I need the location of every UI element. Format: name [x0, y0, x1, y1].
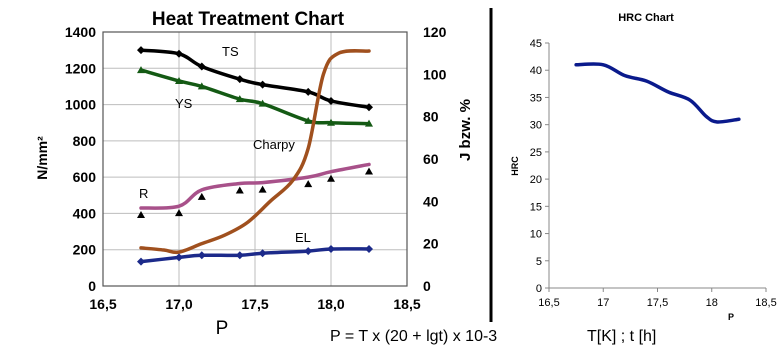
hrc-x-tick-label: 18,5 — [755, 297, 776, 309]
hrc-y-tick-label: 10 — [530, 229, 542, 241]
data-point-el — [365, 244, 373, 253]
y-tick-label: 200 — [73, 242, 97, 258]
data-point-ts — [304, 87, 313, 96]
data-point-ts — [197, 62, 206, 71]
series-label-r: R — [139, 186, 148, 201]
data-point-ts — [327, 96, 335, 105]
data-point-el — [327, 244, 335, 253]
data-point-ts — [137, 46, 145, 55]
data-point-r — [258, 185, 267, 193]
data-point-el — [235, 251, 244, 260]
y2-tick-label: 20 — [423, 236, 439, 252]
data-point-ys — [235, 95, 244, 103]
hrc-plot-area — [549, 43, 766, 288]
chart-title: Heat Treatment Chart — [152, 9, 345, 30]
y-tick-label: 1400 — [65, 24, 96, 40]
formula-units-text: T[K] ; t [h] — [587, 328, 657, 345]
y2-tick-label: 0 — [423, 278, 431, 294]
x-tick-label: 18,0 — [317, 296, 344, 312]
data-point-el — [258, 249, 267, 258]
x-tick-label: 16,5 — [89, 296, 116, 312]
plot-frame — [102, 31, 408, 287]
series-label-charpy: Charpy — [253, 137, 295, 152]
y-axis-label: N/mm² — [34, 136, 50, 180]
y2-tick-label: 60 — [423, 151, 439, 167]
data-point-r — [137, 210, 145, 218]
hrc-y-tick-label: 25 — [530, 147, 542, 159]
x-tick-label: 18,5 — [393, 296, 420, 312]
y-tick-label: 1000 — [65, 97, 96, 113]
series-line-hrc — [574, 62, 741, 124]
data-point-r — [327, 174, 335, 182]
x-tick-label: 17,0 — [165, 296, 192, 312]
formula-text: P = T x (20 + lgt) x 10-3 — [330, 328, 498, 345]
data-point-ys — [175, 76, 183, 84]
data-point-r — [365, 167, 373, 175]
hrc-x-tick-label: 17 — [597, 297, 609, 309]
hrc-y-axis-label: HRC — [510, 156, 520, 176]
data-point-ys — [327, 118, 335, 126]
hrc-chart: 0 5 10 15 20 25 30 35 40 45 16,5 17 17,5 18 18,5 HRC Ch… — [510, 12, 777, 322]
y2-tick-label: 80 — [423, 109, 439, 125]
hrc-y-tick-label: 20 — [530, 174, 542, 186]
y2-tick-label: 100 — [423, 66, 447, 82]
data-point-r — [175, 209, 183, 217]
data-point-ts — [365, 103, 373, 112]
data-point-ys — [365, 119, 373, 127]
data-point-ts — [235, 75, 244, 84]
hrc-y-tick-label: 30 — [530, 120, 542, 132]
series-line-charpy — [139, 49, 371, 255]
data-point-r — [304, 180, 313, 188]
series-label-ts: TS — [222, 44, 239, 59]
hrc-y-tick-label: 0 — [536, 283, 542, 295]
data-point-ys — [197, 82, 206, 90]
hrc-y-tick-label: 35 — [530, 92, 542, 104]
data-point-r — [235, 186, 244, 194]
data-point-ys — [258, 99, 267, 107]
series-line-r — [139, 162, 371, 210]
x-axis-label: P — [216, 318, 229, 339]
data-point-ys — [304, 116, 313, 124]
data-point-el — [175, 253, 183, 262]
data-point-el — [137, 257, 145, 266]
x-tick-label: 17,5 — [241, 296, 268, 312]
hrc-x-tick-label: 17,5 — [647, 297, 668, 309]
data-point-ys — [137, 66, 145, 74]
y-tick-label: 0 — [88, 278, 96, 294]
hrc-y-tick-label: 45 — [530, 38, 542, 50]
data-point-ts — [175, 49, 183, 58]
series-label-ys: YS — [175, 96, 193, 111]
data-point-ts — [258, 80, 267, 89]
y-tick-label: 1200 — [65, 60, 96, 76]
hrc-y-tick-label: 40 — [530, 65, 542, 77]
y2-tick-label: 40 — [423, 193, 439, 209]
y-tick-label: 600 — [73, 169, 97, 185]
hrc-x-tick-label: 16,5 — [538, 297, 559, 309]
y-tick-label: 400 — [73, 205, 97, 221]
y2-axis-label: J bzw. % — [457, 99, 474, 161]
data-point-el — [197, 251, 206, 260]
y-tick-label: 800 — [73, 133, 97, 149]
hrc-x-tick-label: 18 — [706, 297, 718, 309]
series-label-el: EL — [295, 230, 311, 245]
hrc-y-tick-label: 5 — [536, 256, 542, 268]
data-point-el — [304, 247, 313, 256]
y2-tick-label: 120 — [423, 24, 447, 40]
hrc-x-axis-label: P — [728, 312, 734, 322]
data-point-r — [197, 192, 206, 200]
hrc-y-tick-label: 15 — [530, 201, 542, 213]
hrc-chart-title: HRC Chart — [618, 12, 674, 24]
